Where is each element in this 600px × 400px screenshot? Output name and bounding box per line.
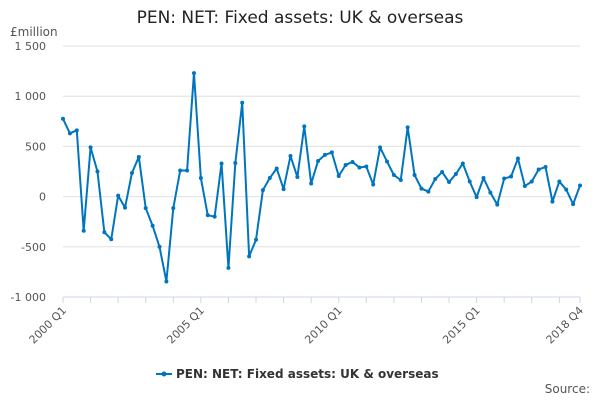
data-point xyxy=(212,214,217,219)
data-point xyxy=(219,161,224,166)
data-point xyxy=(412,173,417,178)
data-point xyxy=(343,162,348,167)
data-point xyxy=(254,237,259,242)
data-point xyxy=(481,176,486,181)
data-point xyxy=(95,169,100,174)
data-point xyxy=(226,265,231,270)
data-point xyxy=(260,188,265,193)
y-axis-unit-label: £million xyxy=(10,25,58,39)
data-point xyxy=(571,202,576,207)
data-point xyxy=(495,202,500,207)
y-tick-label: 0 xyxy=(39,191,46,204)
chart-title: PEN: NET: Fixed assets: UK & overseas xyxy=(136,8,464,28)
x-tick-label: 2015 Q1 xyxy=(440,304,483,347)
data-point xyxy=(550,199,555,204)
legend-label: PEN: NET: Fixed assets: UK & overseas xyxy=(176,367,439,381)
data-point xyxy=(371,182,376,187)
data-point xyxy=(398,178,403,183)
data-point xyxy=(419,186,424,191)
data-point xyxy=(109,237,114,242)
data-point xyxy=(123,205,128,210)
data-point xyxy=(88,145,93,150)
data-point xyxy=(529,179,534,184)
data-point xyxy=(309,181,314,186)
data-point xyxy=(357,165,362,170)
data-point xyxy=(157,244,162,249)
data-point xyxy=(453,172,458,177)
data-point xyxy=(564,187,569,192)
data-point xyxy=(171,206,176,211)
data-point xyxy=(233,160,238,165)
data-point xyxy=(136,154,141,159)
data-point xyxy=(364,164,369,169)
data-point xyxy=(102,230,107,235)
data-point xyxy=(578,183,582,188)
data-point xyxy=(405,125,410,130)
data-point xyxy=(336,174,341,179)
source-label: Source: xyxy=(544,382,590,396)
data-point xyxy=(509,174,514,179)
data-point xyxy=(288,153,293,158)
legend-marker-icon xyxy=(161,371,167,377)
data-point xyxy=(467,179,472,184)
data-point xyxy=(205,213,210,218)
data-point xyxy=(247,254,252,259)
data-point xyxy=(460,161,465,166)
data-point xyxy=(378,145,383,150)
data-point xyxy=(384,159,389,164)
x-tick-label: 2010 Q1 xyxy=(302,304,345,347)
data-point xyxy=(295,175,300,180)
data-point xyxy=(522,184,527,189)
series-line xyxy=(62,72,581,283)
data-point xyxy=(447,180,452,185)
data-point xyxy=(433,177,438,182)
x-tick-label: 2005 Q1 xyxy=(164,304,207,347)
x-tick-label: 2000 Q1 xyxy=(27,304,70,347)
y-tick-label: 1 000 xyxy=(15,90,47,103)
data-point xyxy=(515,156,520,161)
data-point xyxy=(274,166,279,171)
data-point xyxy=(316,158,321,163)
data-point xyxy=(198,176,203,181)
data-point xyxy=(81,228,86,233)
data-point xyxy=(488,190,493,195)
data-point xyxy=(502,176,507,181)
data-point xyxy=(178,168,183,173)
data-point xyxy=(350,159,355,164)
data-point xyxy=(164,279,169,284)
data-point xyxy=(440,170,445,175)
data-point xyxy=(329,150,334,155)
data-point xyxy=(191,71,196,76)
data-point xyxy=(143,206,148,211)
data-point xyxy=(536,167,541,172)
data-point xyxy=(426,189,431,194)
y-tick-label: -1 000 xyxy=(11,291,46,304)
data-point xyxy=(185,168,190,173)
data-point xyxy=(150,223,155,228)
y-tick-label: 1 500 xyxy=(15,40,47,53)
data-point xyxy=(302,124,307,129)
data-point xyxy=(67,131,72,136)
y-tick-label: 500 xyxy=(25,140,46,153)
data-point xyxy=(267,176,272,181)
data-point xyxy=(129,171,134,176)
data-point xyxy=(240,100,245,105)
data-point xyxy=(474,195,479,200)
data-point xyxy=(116,193,121,198)
data-point xyxy=(74,128,79,133)
data-point xyxy=(543,164,548,169)
data-point xyxy=(322,152,327,157)
data-point xyxy=(391,173,396,178)
data-point xyxy=(281,187,286,192)
x-tick-label: 2018 Q4 xyxy=(544,304,587,347)
data-point xyxy=(557,179,562,184)
data-point xyxy=(61,116,65,121)
y-tick-label: -500 xyxy=(21,241,46,254)
